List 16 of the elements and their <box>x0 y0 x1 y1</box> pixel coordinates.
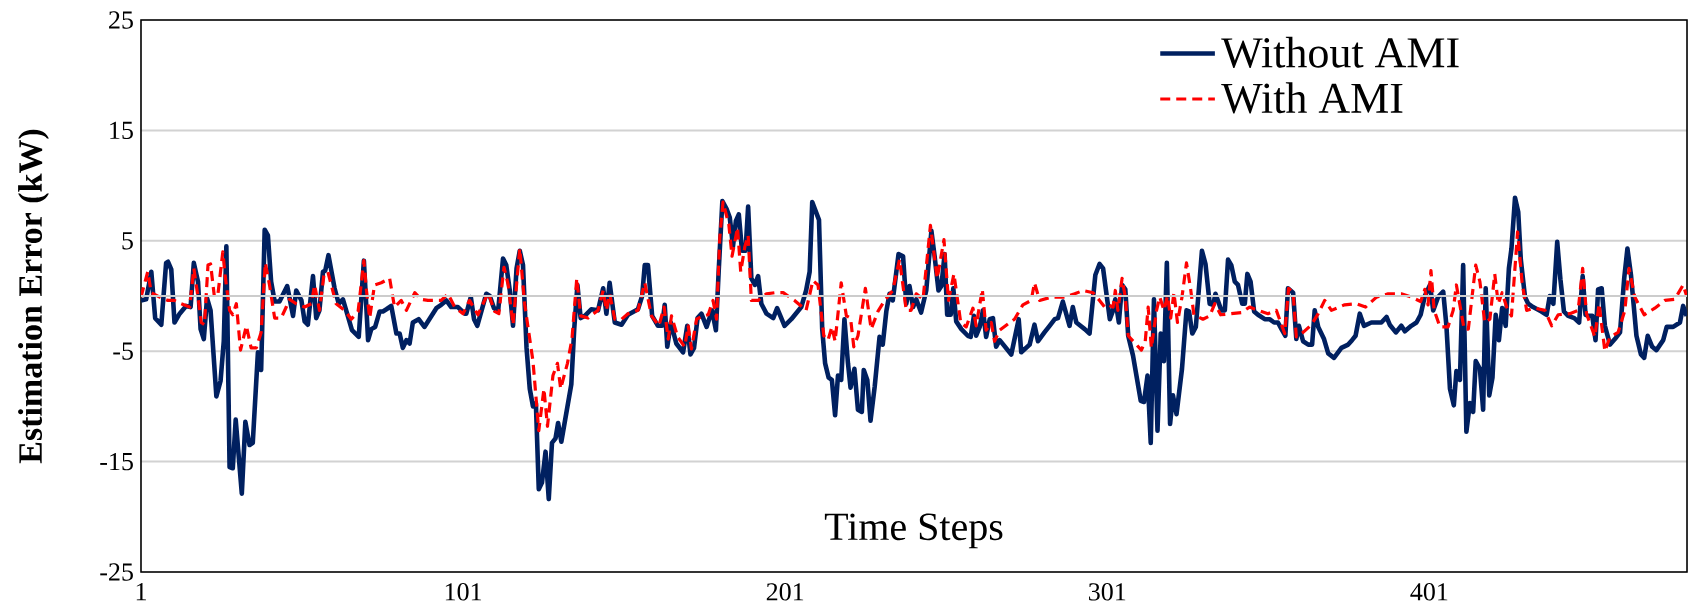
line-series <box>141 200 1688 433</box>
y-tick-label: 5 <box>122 232 133 250</box>
x-axis-title: Time Steps <box>824 513 1003 549</box>
x-tick-label: 201 <box>766 583 804 601</box>
x-tick-label: 1 <box>136 583 146 601</box>
legend-label: Without AMI <box>1221 36 1459 68</box>
y-tick-label: -25 <box>100 563 133 581</box>
y-tick-label: -5 <box>113 342 133 360</box>
y-tick-label: -15 <box>100 452 133 471</box>
y-tick-label: 25 <box>109 11 133 29</box>
x-tick-label: 301 <box>1089 583 1126 601</box>
y-axis-title: Estimation Error (kW) <box>18 129 49 464</box>
x-tick-label: 401 <box>1410 583 1448 601</box>
y-tick-label: 15 <box>110 121 133 140</box>
legend-label: With AMI <box>1221 82 1403 114</box>
x-tick-label: 101 <box>445 583 482 601</box>
